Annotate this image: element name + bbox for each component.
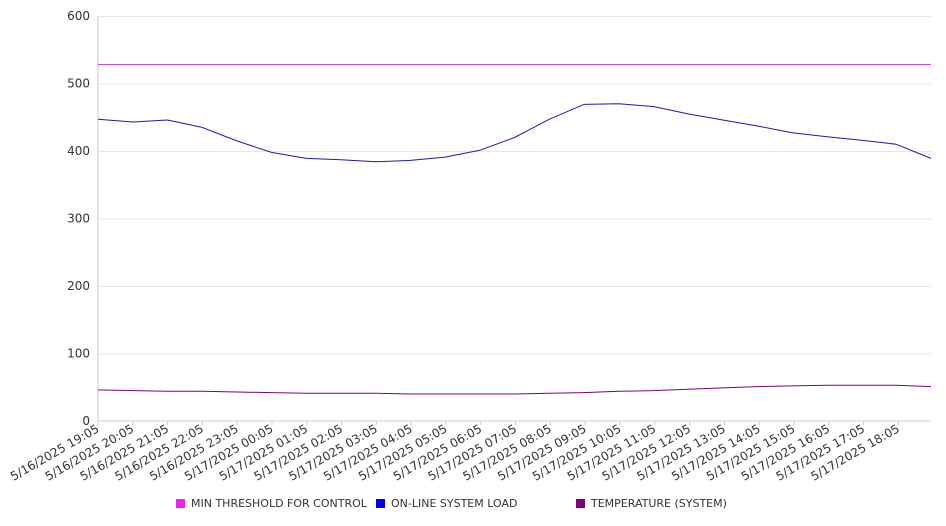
y-tick-label-600: 600 [67,9,90,23]
y-tick-label-500: 500 [67,77,90,91]
series-line-2 [97,384,932,395]
y-tick-labels: 0 100 200 300 400 500 600 [67,9,90,428]
legend-swatch-min-threshold [176,499,185,508]
legend-item-temperature: TEMPERATURE (SYSTEM) [576,497,727,510]
legend-label-system-load: ON-LINE SYSTEM LOAD [391,497,518,510]
y-tick-label-100: 100 [67,347,90,361]
legend-item-min-threshold: MIN THRESHOLD FOR CONTROL [176,497,367,510]
chart-legend: MIN THRESHOLD FOR CONTROL ON-LINE SYSTEM… [0,497,946,515]
y-tick-label-300: 300 [67,212,90,226]
series-line-1 [97,103,932,163]
y-tick-label-400: 400 [67,144,90,158]
gridlines [98,16,931,355]
legend-item-system-load: ON-LINE SYSTEM LOAD [376,497,517,510]
y-tick-label-200: 200 [67,279,90,293]
legend-swatch-system-load [376,499,385,508]
legend-label-temperature: TEMPERATURE (SYSTEM) [591,497,727,510]
y-tick-label-0: 0 [82,414,90,428]
x-tick-labels: 5/16/2025 19:055/16/2025 20:055/16/2025 … [8,421,902,484]
legend-label-min-threshold: MIN THRESHOLD FOR CONTROL [191,497,367,510]
legend-swatch-temperature [576,499,585,508]
series-lines [97,64,932,395]
